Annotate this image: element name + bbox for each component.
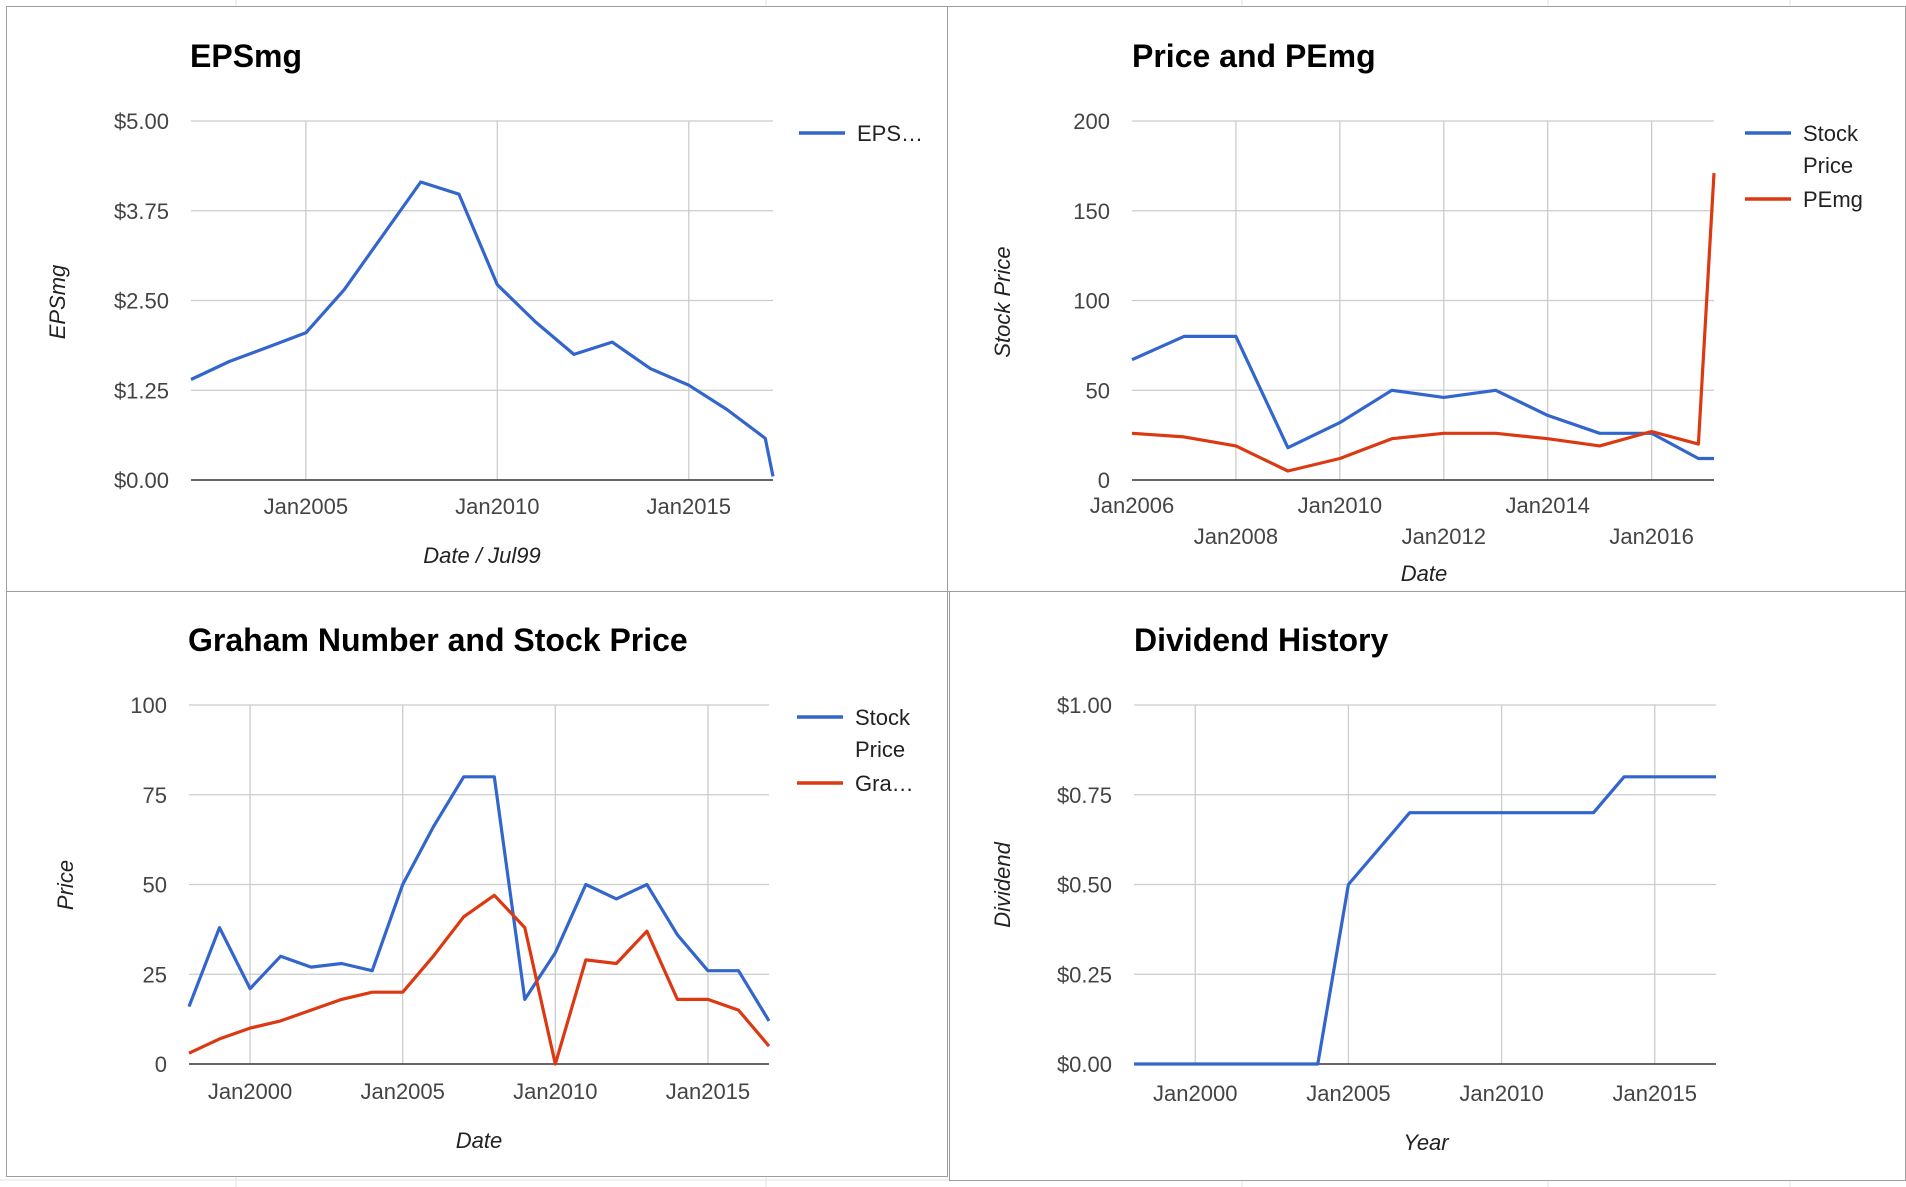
chart-dividend-history-svg: Dividend History Year Dividend $1.00 $0.7… bbox=[990, 622, 1716, 1155]
y-tick-label: 100 bbox=[1073, 289, 1110, 314]
y-tick-label: 0 bbox=[1098, 468, 1110, 493]
y-axis-title: Dividend bbox=[990, 841, 1015, 927]
chart-dividend-history[interactable]: Dividend History Year Dividend $1.00 $0.7… bbox=[949, 591, 1906, 1181]
y-tick-label: 0 bbox=[155, 1052, 167, 1077]
chart-graham-number[interactable]: Graham Number and Stock Price Date Price… bbox=[6, 591, 948, 1177]
y-tick-label: 200 bbox=[1073, 109, 1110, 134]
x-tick-label: Jan2014 bbox=[1506, 493, 1590, 518]
x-tick-label: Jan2012 bbox=[1402, 524, 1486, 549]
x-tick-label: Jan2010 bbox=[1459, 1081, 1543, 1106]
chart-price-and-pemg[interactable]: Price and PEmg Date Stock Price 200 150 10… bbox=[947, 6, 1906, 592]
y-axis-title: EPSmg bbox=[45, 264, 70, 339]
x-tick-label: Jan2005 bbox=[360, 1079, 444, 1104]
y-tick-label: $5.00 bbox=[114, 109, 169, 134]
chart-epsmg[interactable]: EPSmg Date / Jul99 EPSmg $5.00 $3.75 $2.50… bbox=[6, 6, 948, 592]
chart-title: Price and PEmg bbox=[1132, 38, 1376, 74]
y-tick-label: $1.00 bbox=[1057, 693, 1112, 718]
x-tick-label: Jan2010 bbox=[455, 494, 539, 519]
chart-price-and-pemg-svg: Price and PEmg Date Stock Price 200 150 10… bbox=[990, 38, 1863, 586]
legend-label: Gra… bbox=[855, 771, 914, 796]
x-axis-title: Date bbox=[456, 1128, 502, 1153]
legend-label: Stock bbox=[855, 705, 911, 730]
series-line-s0 bbox=[1134, 775, 1716, 1066]
legend-label: Stock bbox=[1803, 121, 1859, 146]
y-tick-label: $1.25 bbox=[114, 378, 169, 403]
legend-label: Price bbox=[1803, 153, 1853, 178]
x-axis-title: Date bbox=[1401, 561, 1447, 586]
x-tick-label: Jan2010 bbox=[1298, 493, 1382, 518]
legend-label: Price bbox=[855, 737, 905, 762]
y-tick-label: $0.75 bbox=[1057, 783, 1112, 808]
x-tick-label: Jan2010 bbox=[513, 1079, 597, 1104]
chart-title: Graham Number and Stock Price bbox=[188, 622, 688, 658]
x-tick-label: Jan2008 bbox=[1194, 524, 1278, 549]
chart-graham-number-svg: Graham Number and Stock Price Date Price… bbox=[53, 622, 914, 1153]
y-tick-label: $0.50 bbox=[1057, 873, 1112, 898]
y-tick-label: 100 bbox=[130, 693, 167, 718]
legend-label: PEmg bbox=[1803, 187, 1863, 212]
y-tick-label: $3.75 bbox=[114, 199, 169, 224]
series-line-stock-price bbox=[1131, 334, 1714, 461]
x-tick-label: Jan2015 bbox=[1613, 1081, 1697, 1106]
series-line-stock-price bbox=[187, 775, 771, 1022]
y-tick-label: $0.00 bbox=[1057, 1052, 1112, 1077]
x-tick-label: Jan2005 bbox=[264, 494, 348, 519]
x-tick-label: Jan2015 bbox=[647, 494, 731, 519]
x-tick-label: Jan2000 bbox=[208, 1079, 292, 1104]
chart-title: EPSmg bbox=[190, 38, 302, 74]
x-tick-label: Jan2005 bbox=[1306, 1081, 1390, 1106]
y-axis-title: Stock Price bbox=[990, 246, 1015, 357]
chart-title: Dividend History bbox=[1134, 622, 1388, 658]
x-tick-label: Jan2006 bbox=[1090, 493, 1174, 518]
y-tick-label: 25 bbox=[143, 962, 167, 987]
x-tick-label: Jan2016 bbox=[1609, 524, 1693, 549]
y-tick-label: $2.50 bbox=[114, 289, 169, 314]
x-axis-title: Date / Jul99 bbox=[423, 543, 540, 568]
series-line-gra bbox=[188, 893, 771, 1066]
y-axis-title: Price bbox=[53, 860, 78, 910]
y-tick-label: $0.25 bbox=[1057, 962, 1112, 987]
y-tick-label: 150 bbox=[1073, 199, 1110, 224]
series-line-eps bbox=[190, 180, 775, 477]
y-tick-label: 50 bbox=[143, 873, 167, 898]
chart-epsmg-svg: EPSmg Date / Jul99 EPSmg $5.00 $3.75 $2.50… bbox=[45, 38, 923, 568]
y-tick-label: 75 bbox=[143, 783, 167, 808]
x-axis-title: Year bbox=[1403, 1130, 1450, 1155]
x-tick-label: Jan2000 bbox=[1153, 1081, 1237, 1106]
series-line-pemg bbox=[1131, 173, 1716, 473]
y-tick-label: 50 bbox=[1086, 378, 1110, 403]
legend-label: EPS… bbox=[857, 121, 923, 146]
y-tick-label: $0.00 bbox=[114, 468, 169, 493]
x-tick-label: Jan2015 bbox=[666, 1079, 750, 1104]
